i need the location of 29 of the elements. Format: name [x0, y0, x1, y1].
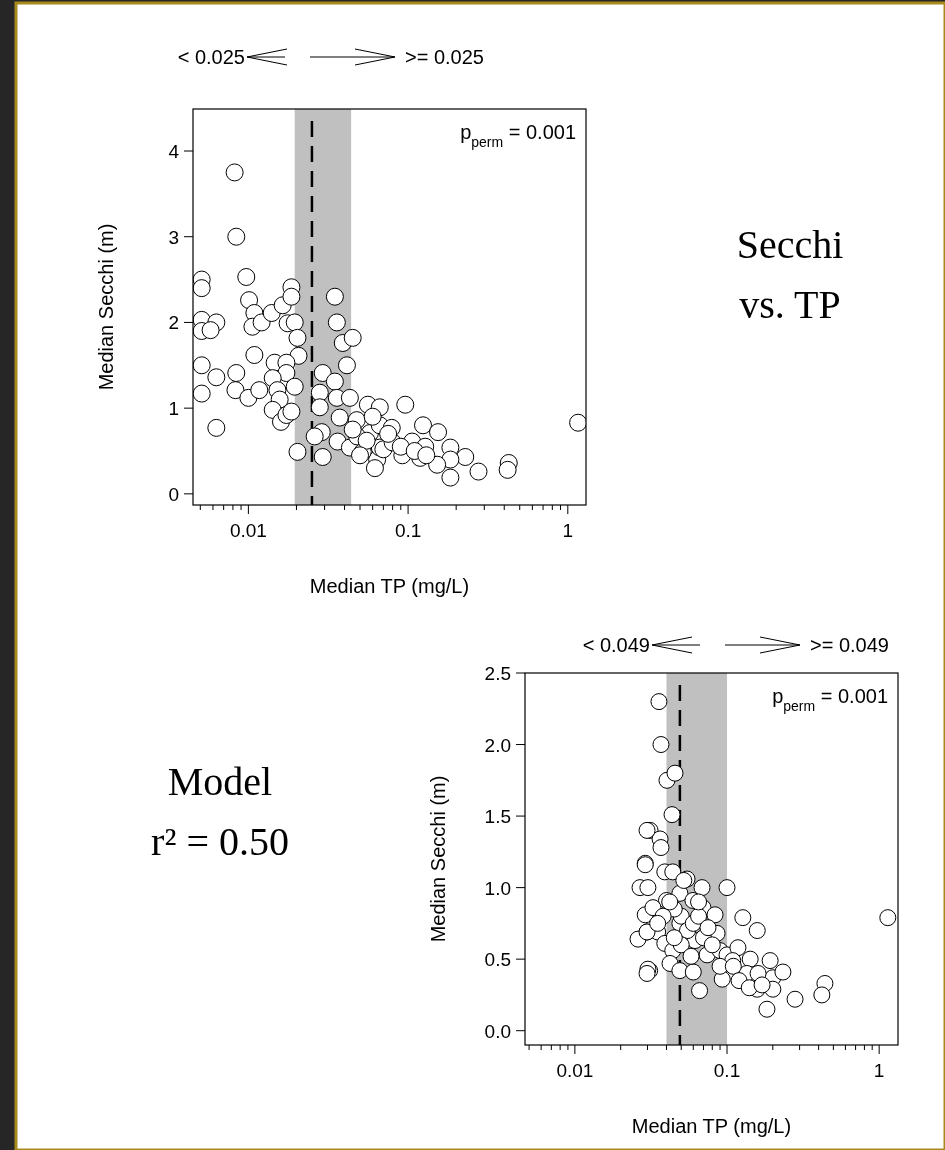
y-tick-label: 2.5 — [484, 663, 511, 684]
text: Secchi vs. TP — [736, 222, 844, 327]
x-tick-label: 0.1 — [713, 1060, 741, 1081]
x-tick-label: 0.01 — [229, 520, 267, 541]
y-tick-label: 1.5 — [484, 806, 511, 828]
x-tick-label: 0.1 — [394, 520, 422, 541]
y-tick-label: 1.0 — [484, 877, 511, 899]
text: < 0.049 — [582, 634, 650, 656]
text: Model r² = 0.50 — [151, 759, 289, 864]
y-axis-title: Median Secchi (m) — [95, 223, 117, 391]
y-tick-label: 1 — [168, 398, 179, 420]
x-tick-label: 0.01 — [556, 1060, 594, 1081]
x-axis-title: Median TP (mg/L) — [309, 575, 470, 597]
text: >= 0.049 — [810, 634, 889, 656]
y-axis-title: Median Secchi (m) — [427, 775, 449, 943]
text: >= 0.025 — [405, 46, 484, 68]
y-tick-label: 3 — [168, 226, 179, 248]
text: < 0.025 — [177, 46, 245, 68]
y-tick-label: 2.0 — [484, 734, 511, 756]
x-tick-label: 1 — [873, 1060, 885, 1081]
x-axis-title: Median TP (mg/L) — [631, 1115, 792, 1137]
y-tick-label: 2 — [168, 312, 179, 334]
annotation: p$_{perm}$ = 0.001 — [772, 685, 888, 714]
annotation: p$_{perm}$ = 0.001 — [460, 121, 576, 150]
y-tick-label: 0.0 — [484, 1020, 511, 1042]
y-tick-label: 0.5 — [484, 949, 511, 971]
y-tick-label: 0 — [168, 483, 179, 505]
x-tick-label: 1 — [562, 520, 574, 541]
y-tick-label: 4 — [168, 141, 180, 162]
